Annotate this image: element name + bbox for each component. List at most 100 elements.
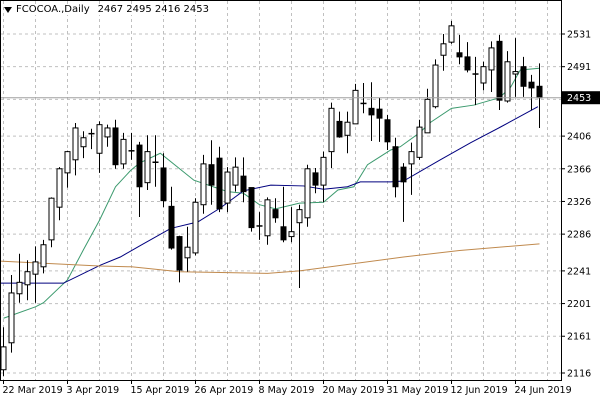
candle-body — [184, 246, 191, 259]
candle — [216, 146, 223, 213]
candle — [48, 197, 55, 248]
candle-body — [440, 43, 447, 56]
candle-body — [496, 40, 503, 101]
candle-body — [344, 121, 351, 136]
candle-body — [456, 52, 463, 58]
candle-body — [192, 201, 199, 254]
candle — [288, 207, 295, 243]
y-tick-label: 2286 — [567, 230, 591, 241]
triangle-down-icon[interactable] — [4, 6, 12, 13]
candle-body — [392, 146, 399, 188]
candle — [192, 198, 199, 256]
candle — [80, 131, 87, 159]
candle-body — [376, 108, 383, 119]
candle — [184, 226, 191, 272]
candle — [64, 150, 71, 188]
candle — [296, 204, 303, 289]
candle-body — [216, 157, 223, 210]
y-tick-label: 2406 — [567, 132, 591, 143]
candle — [176, 235, 183, 283]
candle-body — [240, 175, 247, 193]
candle-body — [248, 187, 255, 229]
candle — [352, 83, 359, 125]
candle — [392, 137, 399, 198]
candle-body — [448, 25, 455, 43]
plot-frame — [0, 0, 562, 381]
candle-body — [0, 346, 7, 371]
candle-body — [512, 71, 519, 75]
y-tick-label: 2531 — [567, 30, 591, 41]
candle — [72, 123, 79, 176]
candle-body — [208, 164, 215, 186]
symbol-label: FCOCOA.,Daily — [16, 4, 90, 15]
candle-body — [296, 209, 303, 224]
candle — [232, 157, 239, 192]
x-tick-label: 26 Apr 2019 — [195, 385, 254, 396]
candle-body — [416, 126, 423, 158]
candle — [88, 128, 95, 150]
candles — [0, 20, 543, 377]
ohlc-label: 2467 2495 2416 2453 — [97, 4, 209, 15]
y-tick-label: 2201 — [567, 299, 591, 310]
candle-body — [400, 166, 407, 183]
x-tick-label: 22 Mar 2019 — [3, 385, 63, 396]
candle — [240, 157, 247, 203]
candle — [224, 167, 231, 213]
moving-averages — [0, 67, 540, 319]
candle — [472, 56, 479, 106]
candle-body — [16, 281, 23, 295]
candle-body — [368, 107, 375, 116]
candle-body — [136, 144, 143, 188]
candle — [32, 246, 39, 303]
y-tick-label: 2241 — [567, 266, 591, 277]
candle — [480, 61, 487, 91]
candle — [0, 327, 7, 377]
candle — [368, 82, 375, 142]
candle — [272, 198, 279, 223]
candle-body — [32, 261, 39, 275]
candle — [16, 253, 23, 303]
candle — [248, 187, 255, 232]
candle-body — [160, 167, 167, 202]
candle-body — [144, 151, 151, 184]
candle-body — [528, 81, 535, 89]
candle-body — [56, 168, 63, 208]
candle — [128, 132, 135, 160]
chart-header: FCOCOA.,Daily 2467 2495 2416 2453 — [4, 4, 209, 15]
candle — [56, 167, 63, 221]
grid — [1, 1, 561, 380]
candle-body — [504, 61, 511, 102]
candle-body — [352, 89, 359, 125]
candle — [96, 121, 103, 173]
candle-body — [112, 127, 119, 166]
candle — [408, 142, 415, 195]
candle-body — [8, 292, 15, 344]
candle-body — [176, 236, 183, 271]
candle-body — [336, 120, 343, 138]
candle-body — [280, 226, 287, 241]
x-tick-label: 12 Jun 2019 — [451, 385, 508, 396]
candle-body — [200, 163, 207, 206]
candle-body — [272, 209, 279, 219]
candle — [40, 239, 47, 274]
candle — [144, 135, 151, 191]
candle — [280, 186, 287, 243]
candle — [424, 88, 431, 134]
candle-body — [64, 151, 71, 174]
candle-body — [96, 124, 103, 154]
candle — [520, 56, 527, 97]
candle — [160, 153, 167, 208]
x-axis: 22 Mar 2019 3 Apr 2019 15 Apr 2019 26 Apr 2… — [3, 380, 572, 396]
ma-medium-line — [0, 106, 539, 284]
candle-body — [232, 166, 239, 186]
x-tick-label: 3 Apr 2019 — [67, 385, 120, 396]
candle — [8, 274, 15, 353]
current-price-label: 2453 — [567, 93, 591, 104]
candle — [320, 151, 327, 203]
candle — [456, 34, 463, 65]
candle-body — [384, 119, 391, 143]
candle-body — [520, 66, 527, 87]
candle-body — [40, 244, 47, 268]
candle — [400, 163, 407, 222]
